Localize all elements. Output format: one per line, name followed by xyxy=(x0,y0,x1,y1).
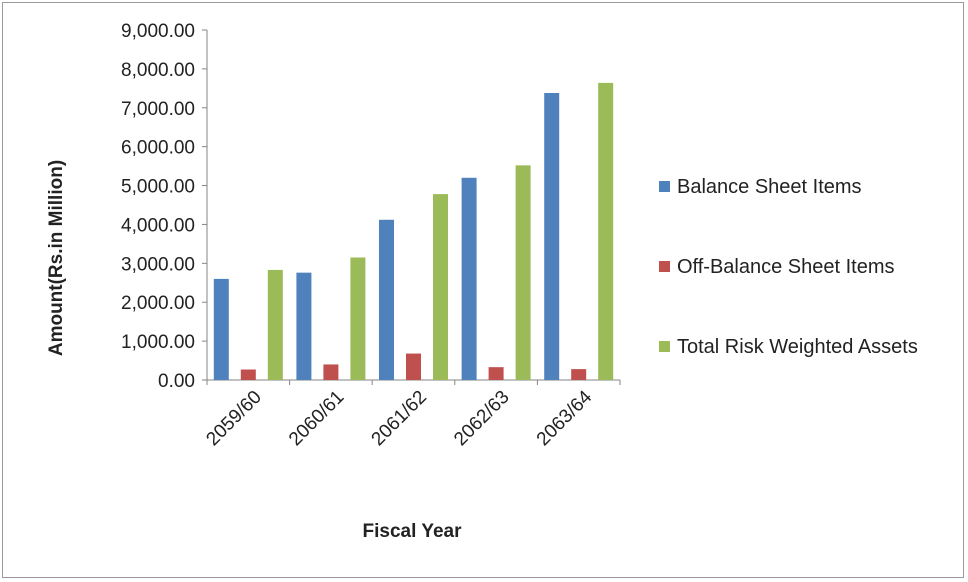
y-axis-title: Amount(Rs.in Million) xyxy=(46,160,67,356)
y-tick-label: 4,000.00 xyxy=(121,215,195,236)
y-tick-label: 3,000.00 xyxy=(121,254,195,275)
legend-label: Balance Sheet Items xyxy=(677,176,862,198)
bar xyxy=(488,367,504,380)
x-category-label: 2060/61 xyxy=(285,387,348,450)
bar xyxy=(406,353,421,380)
bars xyxy=(213,82,614,380)
y-tick-label: 8,000.00 xyxy=(121,60,195,81)
x-category-label: 2063/64 xyxy=(533,386,597,450)
bar xyxy=(296,272,312,380)
y-tick-label: 2,000.00 xyxy=(121,293,195,314)
legend-label: Total Risk Weighted Assets xyxy=(677,336,918,358)
bar xyxy=(267,269,283,380)
legend-swatch xyxy=(659,261,670,272)
x-axis-title: Fiscal Year xyxy=(363,521,463,542)
y-tick-label: 9,000.00 xyxy=(121,21,195,42)
bar xyxy=(544,93,560,380)
y-axis: 0.00 1,000.00 2,000.00 3,000.00 4,000.00 5,00… xyxy=(121,21,208,392)
bar xyxy=(515,165,531,380)
bar xyxy=(571,369,587,380)
bar xyxy=(240,369,256,380)
y-tick-label: 7,000.00 xyxy=(121,99,195,120)
legend-swatch xyxy=(659,181,670,192)
y-tick-label: 1,000.00 xyxy=(121,332,195,353)
bar xyxy=(433,194,448,380)
bar xyxy=(350,257,366,380)
bar xyxy=(213,278,229,380)
y-tick-label: 5,000.00 xyxy=(121,177,195,198)
x-category-label: 2062/63 xyxy=(450,387,513,450)
bar xyxy=(379,219,394,380)
bar xyxy=(461,177,477,380)
legend: Balance Sheet Items Off-Balance Sheet Ite… xyxy=(659,176,918,358)
bar xyxy=(323,364,339,380)
legend-label: Off-Balance Sheet Items xyxy=(677,256,895,278)
x-axis: 2059/60 2060/61 2061/62 2062/63 2063/64 xyxy=(202,379,621,450)
legend-swatch xyxy=(659,341,670,352)
x-category-label: 2061/62 xyxy=(368,387,431,450)
y-tick-label: 6,000.00 xyxy=(121,138,195,159)
y-tick-label: 0.00 xyxy=(158,371,195,392)
bar xyxy=(598,82,614,380)
x-category-label: 2059/60 xyxy=(202,387,265,450)
